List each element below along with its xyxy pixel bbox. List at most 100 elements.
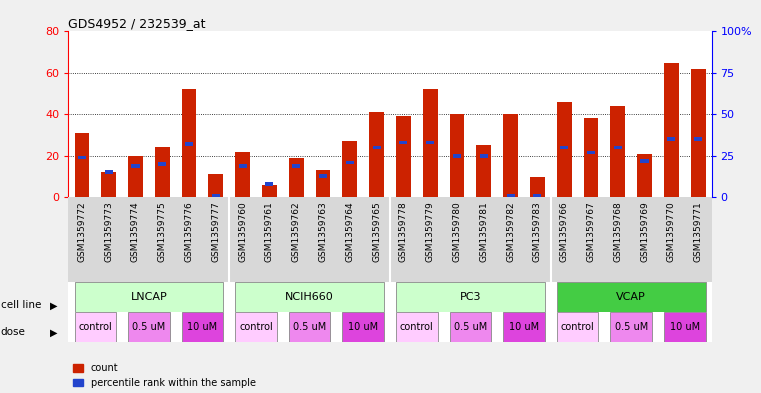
Bar xyxy=(613,146,622,149)
Text: 10 uM: 10 uM xyxy=(670,322,700,332)
Text: GSM1359772: GSM1359772 xyxy=(78,202,87,262)
Bar xyxy=(610,312,652,342)
Bar xyxy=(476,145,491,197)
Bar xyxy=(694,137,702,141)
Bar xyxy=(664,62,679,197)
Text: control: control xyxy=(239,322,273,332)
Bar xyxy=(262,185,277,197)
Text: control: control xyxy=(561,322,594,332)
Bar xyxy=(185,142,193,146)
Text: ▶: ▶ xyxy=(50,301,58,311)
Text: GSM1359760: GSM1359760 xyxy=(238,202,247,262)
Bar xyxy=(235,282,384,312)
Text: GSM1359780: GSM1359780 xyxy=(453,202,461,262)
Text: GSM1359764: GSM1359764 xyxy=(345,202,355,262)
Bar xyxy=(319,174,327,178)
Bar xyxy=(584,118,598,197)
Bar xyxy=(667,137,676,141)
Text: GSM1359781: GSM1359781 xyxy=(479,202,489,262)
Bar xyxy=(235,312,277,342)
Text: 10 uM: 10 uM xyxy=(348,322,378,332)
Bar xyxy=(155,147,170,197)
Bar xyxy=(78,156,86,159)
Text: GSM1359767: GSM1359767 xyxy=(587,202,595,262)
Bar xyxy=(212,194,220,197)
Bar xyxy=(342,312,384,342)
Text: GSM1359771: GSM1359771 xyxy=(693,202,702,262)
Bar xyxy=(503,114,518,197)
Bar xyxy=(373,146,380,149)
Text: NCIH660: NCIH660 xyxy=(285,292,334,302)
Text: 10 uM: 10 uM xyxy=(187,322,218,332)
Text: 0.5 uM: 0.5 uM xyxy=(454,322,487,332)
Bar xyxy=(396,116,411,197)
Bar xyxy=(289,158,304,197)
Bar xyxy=(450,312,491,342)
Text: GSM1359769: GSM1359769 xyxy=(640,202,649,262)
Bar xyxy=(128,312,170,342)
Bar xyxy=(75,312,116,342)
Bar xyxy=(182,312,223,342)
Text: GSM1359778: GSM1359778 xyxy=(399,202,408,262)
Bar xyxy=(75,133,89,197)
Text: GSM1359773: GSM1359773 xyxy=(104,202,113,262)
Bar xyxy=(289,312,330,342)
Text: GSM1359775: GSM1359775 xyxy=(158,202,167,262)
Text: GSM1359762: GSM1359762 xyxy=(291,202,301,262)
Bar xyxy=(503,312,545,342)
Text: GSM1359770: GSM1359770 xyxy=(667,202,676,262)
Text: 0.5 uM: 0.5 uM xyxy=(615,322,648,332)
Bar xyxy=(587,151,595,154)
Bar xyxy=(557,312,598,342)
Text: LNCAP: LNCAP xyxy=(130,292,167,302)
Text: GSM1359761: GSM1359761 xyxy=(265,202,274,262)
Text: GSM1359776: GSM1359776 xyxy=(185,202,193,262)
Bar xyxy=(342,141,357,197)
Bar xyxy=(453,154,461,158)
Bar xyxy=(128,156,143,197)
Bar xyxy=(610,106,625,197)
Bar xyxy=(292,164,301,167)
Bar xyxy=(266,182,273,186)
Legend: count, percentile rank within the sample: count, percentile rank within the sample xyxy=(73,363,256,388)
Bar xyxy=(75,282,223,312)
Bar xyxy=(396,282,545,312)
Bar xyxy=(101,173,116,197)
Text: GSM1359765: GSM1359765 xyxy=(372,202,381,262)
Text: PC3: PC3 xyxy=(460,292,481,302)
Bar xyxy=(557,102,572,197)
Text: GSM1359774: GSM1359774 xyxy=(131,202,140,262)
Text: GSM1359766: GSM1359766 xyxy=(559,202,568,262)
Bar xyxy=(396,312,438,342)
Text: 10 uM: 10 uM xyxy=(509,322,539,332)
Bar xyxy=(507,194,514,197)
Text: cell line: cell line xyxy=(1,299,41,310)
Bar xyxy=(158,162,167,166)
Text: 0.5 uM: 0.5 uM xyxy=(132,322,165,332)
Text: GSM1359783: GSM1359783 xyxy=(533,202,542,262)
Bar xyxy=(235,152,250,197)
Bar xyxy=(641,159,648,163)
Bar xyxy=(316,170,330,197)
Text: dose: dose xyxy=(1,327,26,337)
Bar xyxy=(426,141,435,144)
Bar xyxy=(369,112,384,197)
Bar xyxy=(132,164,139,167)
Text: GDS4952 / 232539_at: GDS4952 / 232539_at xyxy=(68,17,206,30)
Text: 0.5 uM: 0.5 uM xyxy=(293,322,326,332)
Bar xyxy=(209,174,223,197)
Bar xyxy=(560,146,568,149)
Bar xyxy=(104,171,113,174)
Bar xyxy=(691,69,705,197)
Text: GSM1359782: GSM1359782 xyxy=(506,202,515,262)
Text: control: control xyxy=(400,322,434,332)
Bar xyxy=(345,161,354,164)
Bar xyxy=(423,90,438,197)
Text: GSM1359763: GSM1359763 xyxy=(319,202,327,262)
Bar xyxy=(530,176,545,197)
Bar xyxy=(479,154,488,158)
Text: GSM1359777: GSM1359777 xyxy=(212,202,221,262)
Text: GSM1359768: GSM1359768 xyxy=(613,202,622,262)
Bar xyxy=(239,164,247,167)
Bar xyxy=(533,194,541,197)
